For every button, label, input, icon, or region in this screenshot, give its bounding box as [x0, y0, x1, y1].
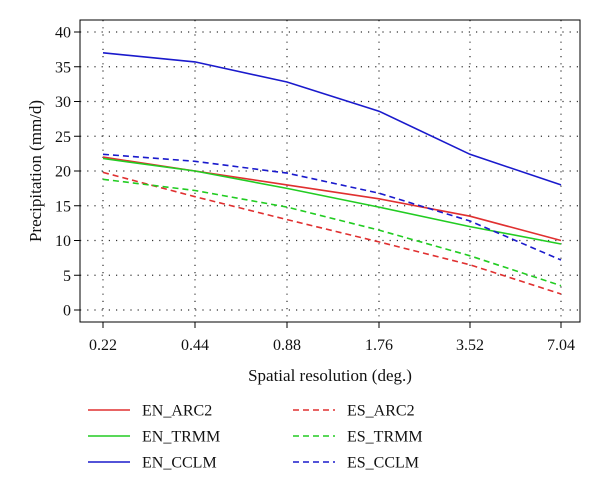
x-tick-label: 3.52: [456, 337, 484, 354]
legend-item: EN_ARC2: [88, 403, 212, 420]
x-axis: 0.22 0.44 0.88 1.76 3.52 7.04: [89, 322, 575, 354]
y-tick-label: 25: [55, 129, 71, 146]
legend-item: EN_TRMM: [88, 429, 220, 446]
y-axis-title: Precipitation (mm/d): [26, 100, 45, 242]
legend-item: EN_CCLM: [88, 455, 217, 472]
legend-label: ES_CCLM: [347, 455, 419, 472]
y-axis: 0 5 10 15 20 25 30 35 40: [55, 25, 80, 320]
series-line-es-arc2: [102, 171, 562, 295]
x-tick-label: 7.04: [547, 337, 575, 354]
series-line-es-trmm: [102, 178, 562, 287]
y-tick-label: 40: [55, 25, 71, 42]
series-line-es-cclm: [102, 153, 562, 261]
y-tick-label: 10: [55, 233, 71, 250]
series-line-en-trmm: [102, 157, 562, 245]
y-tick-label: 0: [63, 303, 71, 320]
y-tick-label: 30: [55, 94, 71, 111]
legend-label: ES_TRMM: [347, 429, 423, 446]
x-axis-title: Spatial resolution (deg.): [248, 366, 412, 385]
y-tick-label: 5: [63, 268, 71, 285]
legend: EN_ARC2 ES_ARC2 EN_TRMM ES_TRMM EN_CCLM ES_CC…: [88, 403, 423, 472]
legend-label: EN_ARC2: [142, 403, 212, 420]
legend-item: ES_CCLM: [293, 455, 419, 472]
y-tick-label: 15: [55, 198, 71, 215]
x-tick-label: 0.22: [89, 337, 117, 354]
legend-item: ES_TRMM: [293, 429, 423, 446]
x-tick-label: 0.44: [181, 337, 209, 354]
series-lines: [102, 52, 562, 295]
series-line-en-arc2: [102, 156, 562, 242]
legend-label: EN_CCLM: [142, 455, 217, 472]
legend-label: ES_ARC2: [347, 403, 415, 420]
y-tick-label: 35: [55, 59, 71, 76]
legend-item: ES_ARC2: [293, 403, 415, 420]
series-line-en-cclm: [102, 52, 562, 186]
y-tick-label: 20: [55, 164, 71, 181]
x-tick-label: 0.88: [273, 337, 301, 354]
legend-label: EN_TRMM: [142, 429, 220, 446]
x-tick-label: 1.76: [365, 337, 393, 354]
